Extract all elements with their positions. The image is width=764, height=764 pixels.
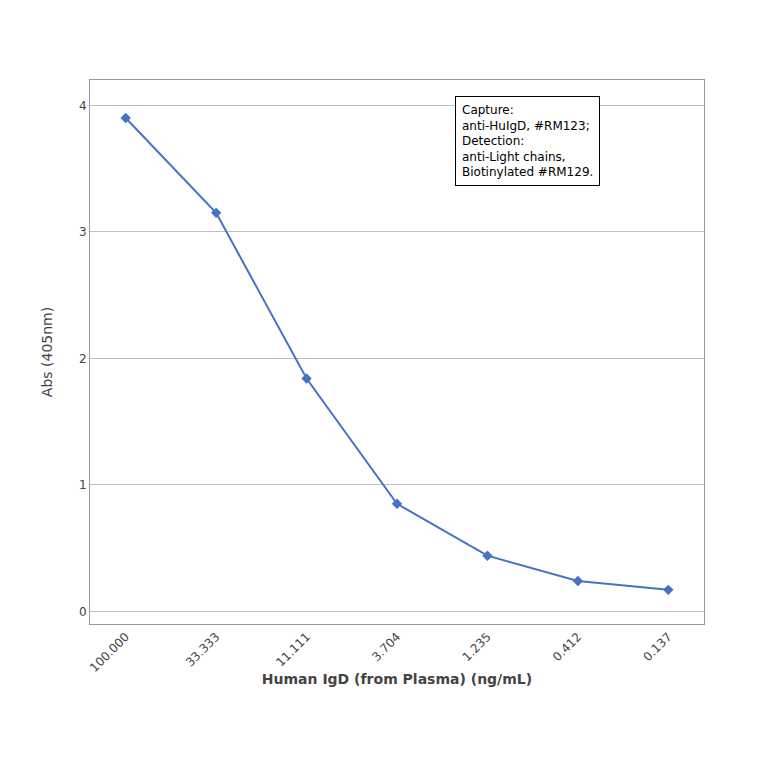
svg-text:Capture:anti-HuIgD, #RM123;Det: Capture:anti-HuIgD, #RM123;Detection:ant… bbox=[462, 103, 593, 179]
svg-text:3.704: 3.704 bbox=[369, 630, 403, 664]
svg-text:0.412: 0.412 bbox=[550, 630, 584, 664]
svg-text:3: 3 bbox=[79, 225, 87, 239]
svg-text:33.333: 33.333 bbox=[183, 630, 223, 670]
svg-text:0.137: 0.137 bbox=[640, 630, 674, 664]
svg-text:Abs (405nm): Abs (405nm) bbox=[39, 307, 55, 397]
svg-text:1.235: 1.235 bbox=[460, 630, 494, 664]
svg-text:11.111: 11.111 bbox=[273, 630, 313, 670]
svg-text:2: 2 bbox=[79, 352, 87, 366]
svg-text:100.000: 100.000 bbox=[87, 630, 132, 675]
svg-text:0: 0 bbox=[79, 605, 87, 619]
svg-text:Human IgD (from Plasma) (ng/mL: Human IgD (from Plasma) (ng/mL) bbox=[262, 671, 532, 687]
svg-text:4: 4 bbox=[79, 99, 87, 113]
svg-text:1: 1 bbox=[79, 478, 87, 492]
